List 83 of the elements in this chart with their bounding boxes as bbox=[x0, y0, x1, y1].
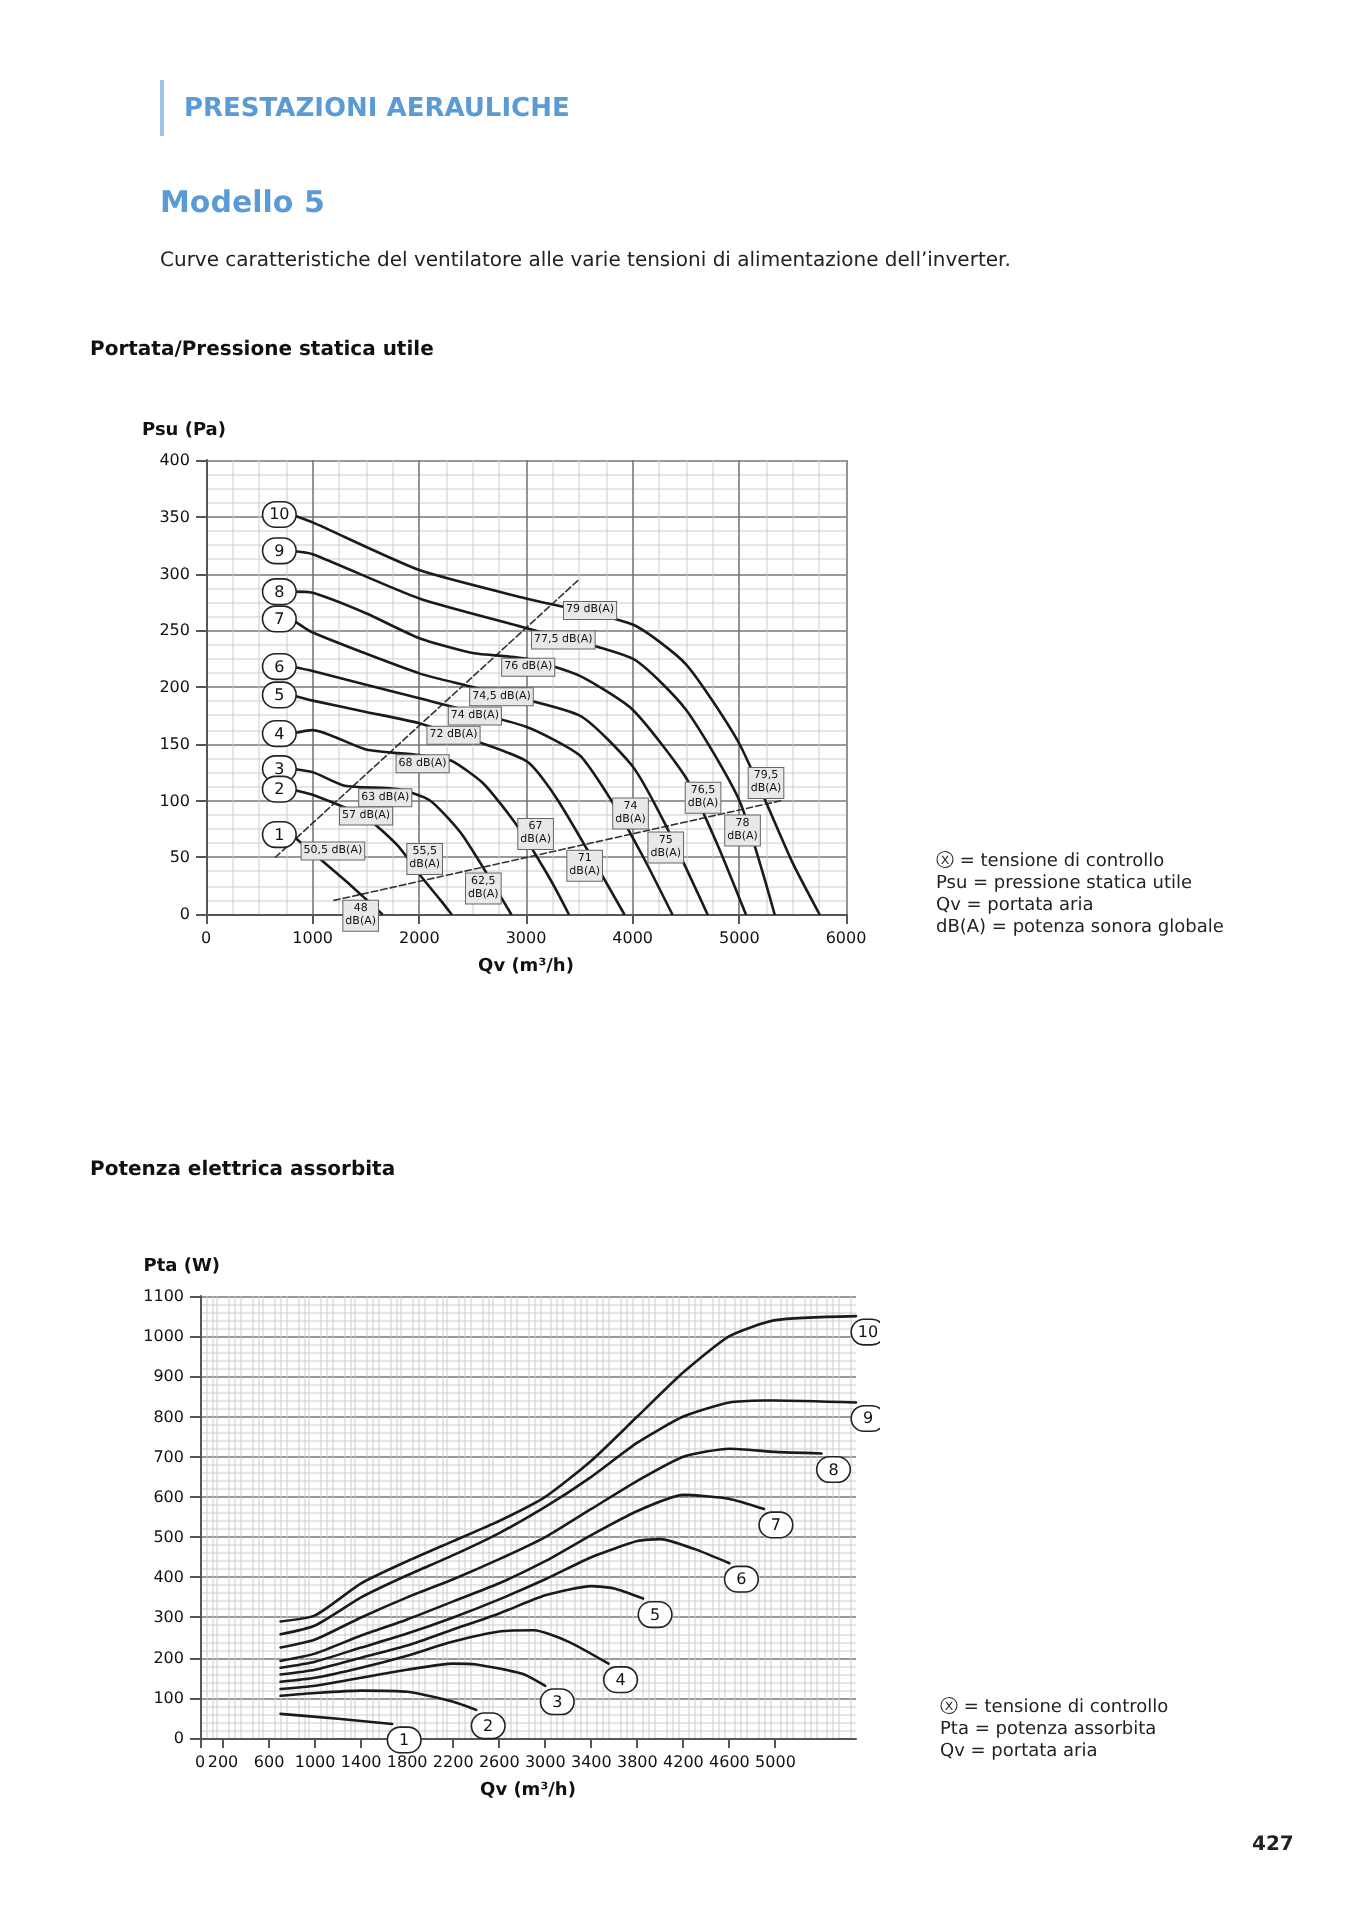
text: ⓧ = tensione di controllo bbox=[940, 1698, 1169, 1720]
x-tick-label: 3800 bbox=[616, 1753, 658, 1771]
y-tick-label: 400 bbox=[153, 1568, 184, 1587]
series-label: 10 bbox=[857, 1323, 879, 1342]
series-label: 2 bbox=[483, 1716, 494, 1735]
y-tick-label: 1100 bbox=[143, 1287, 184, 1305]
y-tick-label: 400 bbox=[159, 451, 190, 469]
y-tick-label: 500 bbox=[153, 1528, 184, 1547]
y-tick-label: 0 bbox=[173, 1729, 184, 1747]
series-label: 6 bbox=[736, 1570, 747, 1589]
x-axis-title: Qv (m³/h) bbox=[480, 1781, 576, 1801]
legend-label: 5 bbox=[274, 685, 285, 704]
text: 427 bbox=[1252, 1834, 1294, 1856]
x-tick-label: 0 bbox=[194, 1753, 206, 1771]
y-tick-label: 600 bbox=[153, 1487, 184, 1506]
legend-label: 2 bbox=[274, 780, 285, 799]
y-tick-label: 300 bbox=[159, 564, 190, 583]
y-tick-label: 700 bbox=[153, 1447, 184, 1466]
series-label: 1 bbox=[274, 825, 285, 844]
text: Qv = portata aria bbox=[940, 1742, 1100, 1764]
x-tick-label: 2000 bbox=[398, 929, 440, 947]
x-tick-label: 1000 bbox=[294, 1753, 336, 1771]
y-tick-label: 350 bbox=[159, 507, 190, 526]
text: PRESTAZIONI AERAULICHE bbox=[160, 80, 570, 136]
chart-title: Portata/Pressione statica utile bbox=[90, 339, 435, 361]
x-tick-label: 6000 bbox=[825, 929, 867, 947]
series-label: 4 bbox=[615, 1670, 626, 1689]
y-axis-title: Pta (W) bbox=[143, 1257, 220, 1277]
y-tick-label: 100 bbox=[159, 791, 190, 810]
chart-title: Potenza elettrica assorbita bbox=[90, 1159, 396, 1181]
text: Psu = pressione statica utile bbox=[936, 874, 1195, 896]
text: ⓧ = tensione di controllo bbox=[936, 852, 1167, 874]
y-tick-label: 150 bbox=[159, 734, 190, 753]
x-tick-label: 5000 bbox=[755, 1753, 796, 1771]
x-tick-label: 200 bbox=[207, 1753, 239, 1771]
y-tick-label: 200 bbox=[153, 1648, 184, 1667]
y-tick-label: 800 bbox=[153, 1407, 184, 1426]
line-series bbox=[279, 1493, 766, 1663]
x-tick-label: 3000 bbox=[505, 929, 547, 947]
text: Curve caratteristiche del ventilatore alle varie tensioni di alimentazione dell’inverter. bbox=[160, 250, 1011, 272]
x-tick-label: 1400 bbox=[340, 1753, 382, 1771]
y-tick-label: 0 bbox=[179, 905, 190, 923]
series-label: 9 bbox=[862, 1409, 874, 1428]
y-tick-label: 900 bbox=[153, 1367, 184, 1386]
line-series bbox=[279, 1689, 478, 1712]
series-label: 6 bbox=[274, 657, 285, 676]
text: Pta = potenza assorbita bbox=[940, 1720, 1159, 1742]
x-tick-label: 1000 bbox=[292, 929, 334, 947]
legend-label: 7 bbox=[274, 609, 285, 628]
y-tick-label: 300 bbox=[153, 1608, 184, 1627]
series-label: 8 bbox=[828, 1460, 839, 1479]
x-axis-title: Qv (m³/h) bbox=[478, 957, 574, 977]
series-label: 7 bbox=[770, 1515, 782, 1534]
x-tick-label: 5000 bbox=[718, 929, 760, 947]
legend-label: 3 bbox=[274, 759, 285, 778]
x-tick-label: 2600 bbox=[478, 1753, 520, 1771]
text: Qv = portata aria bbox=[936, 896, 1096, 918]
x-tick-label: 2200 bbox=[432, 1753, 474, 1771]
legend-label: 9 bbox=[274, 541, 285, 560]
y-tick-label: 50 bbox=[169, 848, 190, 867]
y-tick-label: 1000 bbox=[143, 1327, 184, 1346]
x-tick-label: 1800 bbox=[386, 1753, 428, 1771]
series-label: 1 bbox=[399, 1730, 410, 1749]
y-axis-title: Psu (Pa) bbox=[142, 421, 226, 441]
line-series bbox=[279, 1662, 547, 1691]
x-tick-label: 3400 bbox=[570, 1753, 612, 1771]
series-label: 3 bbox=[552, 1692, 563, 1711]
x-tick-label: 4200 bbox=[663, 1753, 704, 1771]
x-tick-label: 3000 bbox=[524, 1753, 566, 1771]
x-tick-label: 0 bbox=[200, 929, 212, 947]
y-tick-label: 250 bbox=[159, 621, 190, 640]
legend-label: 4 bbox=[274, 724, 285, 743]
x-tick-label: 4000 bbox=[612, 929, 654, 947]
y-tick-label: 100 bbox=[153, 1688, 184, 1707]
y-tick-label: 200 bbox=[159, 678, 190, 696]
x-tick-label: 600 bbox=[253, 1753, 285, 1771]
line-series bbox=[279, 1447, 823, 1649]
text: Modello 5 bbox=[160, 184, 325, 220]
series-label: 10 bbox=[269, 505, 290, 524]
series-label: 5 bbox=[649, 1605, 661, 1624]
text: dB(A) = potenza sonora globale bbox=[936, 918, 1224, 940]
series-label: 8 bbox=[274, 582, 285, 601]
x-tick-label: 4600 bbox=[709, 1753, 750, 1771]
